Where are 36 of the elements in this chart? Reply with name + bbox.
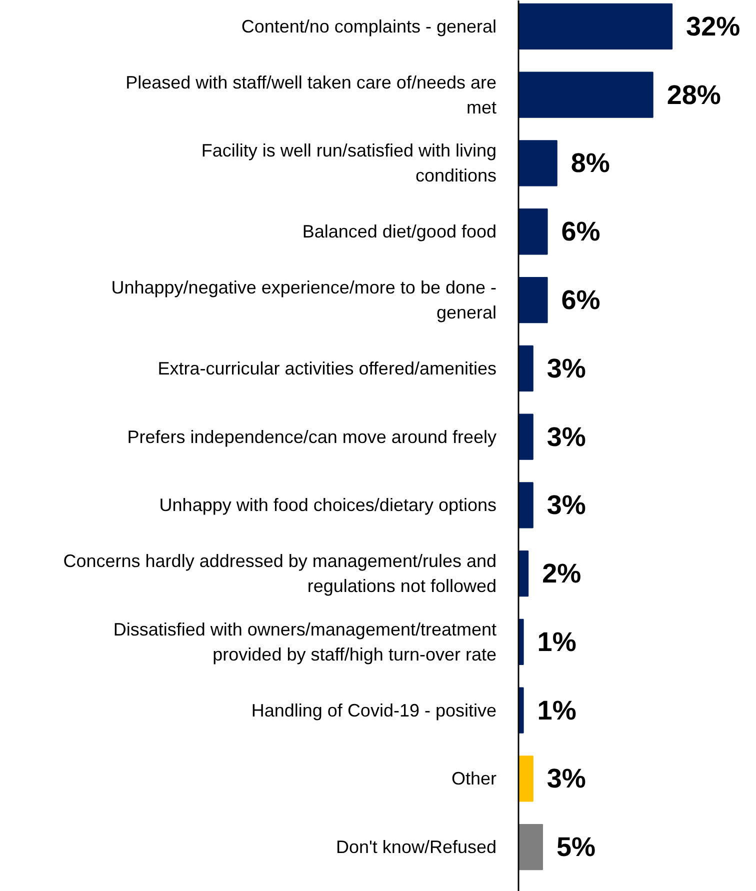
- y-tick-label: Unhappy/negative experience/more to be done - general: [111, 278, 497, 323]
- bar: [518, 208, 548, 255]
- bar: [518, 824, 543, 870]
- bar: [518, 3, 673, 50]
- bar: [518, 140, 558, 186]
- y-tick-label: Dissatisfied with owners/management/treatment provided by staff/high turn-over rate: [113, 619, 497, 664]
- bar: [518, 756, 534, 802]
- data-label: 3%: [546, 353, 586, 384]
- y-tick-label: Balanced diet/good food: [302, 222, 497, 242]
- data-label: 5%: [556, 832, 596, 862]
- y-tick-label: Handling of Covid-19 - positive: [251, 700, 497, 720]
- data-label: 8%: [570, 148, 610, 178]
- data-label: 3%: [546, 422, 586, 452]
- y-tick-label: Unhappy with food choices/dietary options: [159, 495, 496, 516]
- data-label: 32%: [686, 11, 740, 42]
- y-tick-label: Other: [451, 768, 497, 789]
- data-label: 1%: [537, 695, 576, 726]
- y-tick-label: Pleased with staff/well taken care of/needs are met: [126, 72, 497, 118]
- data-label: 28%: [666, 80, 721, 110]
- data-label: 6%: [561, 285, 600, 316]
- data-label: 6%: [561, 216, 600, 247]
- bar: [518, 414, 534, 460]
- y-tick-label: Don't know/Refused: [336, 837, 497, 858]
- data-label: 2%: [542, 558, 582, 589]
- y-tick-label: Concerns hardly addressed by management/rules and regulations not followed: [63, 551, 496, 596]
- y-tick-label: Prefers independence/can move around freely: [127, 426, 497, 447]
- bar: [518, 345, 534, 392]
- data-label: 3%: [546, 764, 586, 794]
- data-label: 3%: [546, 490, 586, 520]
- y-tick-label: Content/no complaints - general: [241, 16, 497, 36]
- bar: [518, 482, 534, 528]
- y-tick-label: Extra-curricular activities offered/amenities: [158, 358, 497, 378]
- bar: [518, 72, 654, 118]
- data-label: 1%: [537, 626, 576, 657]
- bar: [518, 276, 548, 324]
- y-tick-label: Facility is well run/satisfied with living conditions: [201, 140, 497, 186]
